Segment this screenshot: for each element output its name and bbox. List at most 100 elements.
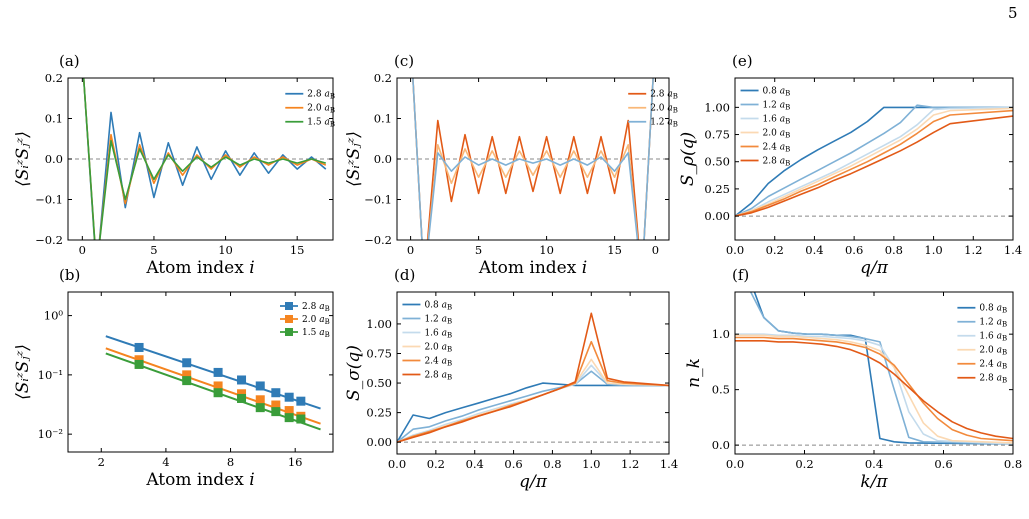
panel-label: (d) [394, 266, 415, 284]
x-tick-label: 0.8 [543, 457, 561, 471]
y-tick-label: 0.2 [45, 71, 63, 85]
y-tick-label: 0.0 [712, 438, 730, 452]
x-tick-label: 0.4 [805, 243, 823, 257]
axes-frame [734, 77, 1014, 241]
series-line-5 [735, 115, 1013, 217]
y-tick-label: 0.00 [704, 209, 730, 223]
legend-marker [285, 315, 293, 323]
data-point [213, 381, 223, 391]
x-tick-label: 1.2 [621, 457, 639, 471]
data-point [213, 388, 223, 398]
x-tick-label: 0.8 [885, 243, 903, 257]
y-tick-label: 10⁰ [44, 309, 64, 323]
x-tick-label: 1.4 [660, 457, 678, 471]
page-number: 5 [1008, 4, 1018, 22]
series-line-0 [397, 382, 669, 443]
panel-b: 2 4 8 16 10⁰ 10⁻¹ 10⁻² (b) Atom index i ⟨SᵢᶻSⱼᶻ⟩ 2… [13, 266, 334, 490]
data-point [255, 403, 265, 413]
x-tick-label: 15 [607, 243, 622, 257]
legend-label: 1.6 aB [979, 332, 1007, 343]
series-line-2 [735, 333, 1013, 445]
series-line-1 [735, 104, 1013, 217]
y-tick-label: 0.50 [704, 155, 730, 169]
panel-label: (b) [59, 266, 80, 284]
x-tick-label: 0.0 [726, 457, 744, 471]
data-point [213, 367, 223, 377]
x-tick-label: 1.2 [964, 243, 982, 257]
legend-label: 2.0 aB [979, 346, 1007, 357]
y-axis-label: S_σ(q) [344, 345, 364, 401]
x-tick-label: 0.4 [466, 457, 484, 471]
series-line-5 [735, 339, 1013, 440]
data-point [255, 395, 265, 405]
series-line-1 [397, 370, 669, 443]
legend-label: 1.5 aB [302, 328, 330, 339]
data-point [237, 389, 247, 399]
plot-area [397, 312, 669, 443]
legend-marker [285, 302, 293, 310]
panel-d: 0.0 0.2 0.4 0.6 0.8 1.0 1.2 1.4 0.00 0.25 0.50 0.75… [344, 266, 678, 492]
x-tick-label: 16 [288, 455, 303, 469]
legend-label: 2.8 aB [424, 370, 452, 381]
axes-frame [396, 291, 670, 455]
data-point [237, 393, 247, 403]
legend-label: 2.8 aB [650, 90, 678, 101]
legend-label: 2.0 aB [763, 128, 791, 139]
legend-label: 2.4 aB [763, 142, 791, 153]
legend-label: 2.8 aB [763, 156, 791, 167]
x-tick-label: 0.2 [795, 457, 813, 471]
data-point [182, 358, 192, 368]
legend-label: 2.0 aB [650, 104, 678, 115]
data-point [271, 400, 281, 410]
x-tick-label: 10 [539, 243, 554, 257]
y-tick-label: 0.1 [45, 112, 63, 126]
x-tick-label: 1.0 [582, 457, 600, 471]
x-tick-label: 5 [150, 243, 157, 257]
x-tick-label: 2 [98, 455, 105, 469]
axes-frame [67, 291, 334, 453]
x-axis-label: Atom index i [145, 258, 254, 278]
x-tick-label: 0 [407, 243, 414, 257]
y-tick-label: 0.25 [366, 406, 392, 420]
legend-label: 1.2 aB [979, 318, 1007, 329]
x-tick-label: 5 [475, 243, 482, 257]
series-line-3 [735, 334, 1013, 444]
panel-c: 0 5 10 15 0 −0.2 −0.1 0.0 0.1 0.2(c) Atom index i ⟨… [344, 52, 678, 278]
data-point [237, 375, 247, 385]
data-point [182, 370, 192, 380]
data-point [134, 342, 144, 352]
y-axis-label: n_k [684, 358, 704, 388]
data-point [271, 407, 281, 417]
data-point [284, 392, 294, 402]
legend-label: 1.2 aB [424, 314, 452, 325]
plot-area [735, 104, 1013, 217]
x-axis-label: k/π [860, 472, 888, 492]
x-tick-label: 0.6 [504, 457, 522, 471]
panel-label: (c) [394, 52, 414, 70]
series-line-0 [412, 78, 654, 240]
y-tick-label: −0.1 [364, 193, 392, 207]
y-tick-label: 0.75 [366, 346, 392, 360]
panel-label: (e) [732, 52, 753, 70]
data-point [284, 413, 294, 423]
panel-e: 0.0 0.2 0.4 0.6 0.8 1.0 1.2 1.4 0.00 0.25 0.50 0.75… [678, 52, 1022, 278]
legend-label: 2.4 aB [979, 360, 1007, 371]
y-tick-label: −0.2 [364, 233, 392, 247]
y-tick-label: 0.0 [374, 152, 392, 166]
y-tick-label: 1.00 [366, 317, 392, 331]
y-axis-label: ⟨SᵢᶻSⱼᶻ⟩ [344, 131, 364, 187]
legend-marker [285, 328, 293, 336]
legend-label: 1.2 aB [650, 118, 678, 129]
plot-area [82, 78, 327, 240]
legend-label: 2.4 aB [424, 356, 452, 367]
x-tick-label: 4 [162, 455, 169, 469]
data-point [182, 376, 192, 386]
x-tick-label: 0.2 [427, 457, 445, 471]
legend-label: 1.6 aB [424, 328, 452, 339]
series-line-1 [412, 78, 654, 240]
x-axis-label: q/π [860, 258, 889, 278]
legend-label: 2.0 aB [307, 104, 335, 115]
legend-label: 0.8 aB [979, 304, 1007, 315]
series-line-1 [749, 292, 1013, 445]
x-tick-label: 0.8 [1004, 457, 1022, 471]
